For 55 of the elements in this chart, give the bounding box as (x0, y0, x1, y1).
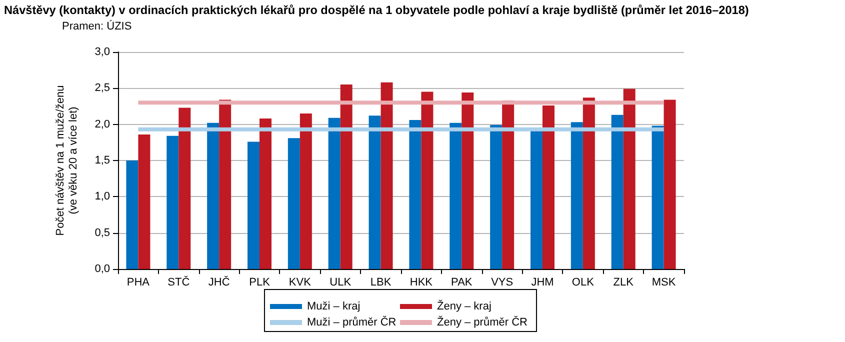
bar (409, 120, 422, 269)
legend-label: Ženy – kraj (437, 300, 492, 312)
y-tick-label: 2,5 (94, 82, 110, 94)
bar (178, 108, 191, 269)
x-tick-label: OLK (572, 276, 595, 288)
y-tick-label: 0,5 (94, 226, 110, 239)
bar (248, 142, 260, 269)
x-tick-label: PLK (249, 276, 271, 288)
bar (542, 106, 554, 269)
bar (490, 125, 502, 269)
x-tick-label: ZLK (613, 276, 634, 288)
bar (328, 118, 340, 269)
x-tick-label: ULK (330, 276, 352, 288)
bar (462, 92, 474, 269)
legend-label: Muži – kraj (307, 300, 360, 312)
legend-label: Ženy – průměr ČR (437, 316, 528, 328)
bar (207, 122, 220, 269)
y-axis-title: Počet návštěv na 1 muže/ženu (ve věku 20 a více let) (54, 85, 80, 236)
bar (570, 122, 583, 269)
x-tick-label: JHČ (208, 276, 230, 288)
x-tick-label: LBK (370, 276, 392, 288)
legend-label: Muži – průměr ČR (307, 316, 396, 328)
y-tick-label: 1,0 (94, 190, 110, 203)
bar (166, 136, 179, 269)
bar (219, 100, 232, 269)
y-tick-label: 3,0 (94, 46, 110, 58)
x-tick-label: PHA (126, 276, 150, 288)
bar (368, 116, 381, 269)
bar (300, 113, 312, 269)
bar (623, 88, 636, 269)
bar (611, 114, 624, 269)
x-tick-label: HKK (410, 276, 434, 288)
x-tick-label: VYS (491, 276, 514, 288)
bar (652, 126, 664, 269)
x-tick-label: MSK (652, 276, 676, 288)
bar (138, 134, 150, 269)
bar (450, 122, 462, 269)
bar (126, 160, 138, 269)
y-tick-label: 2,0 (94, 118, 110, 130)
bar (260, 118, 272, 269)
bar (664, 100, 676, 269)
x-tick-label: JHM (531, 276, 554, 288)
bar (340, 84, 352, 269)
text: Pramen: ÚZIS (62, 20, 132, 32)
bar (530, 129, 542, 269)
x-tick-label: STČ (168, 276, 190, 288)
bar (582, 98, 595, 269)
bar (288, 138, 300, 269)
y-tick-label: 1,5 (94, 154, 110, 166)
x-tick-label: KVK (288, 276, 312, 288)
bar (380, 82, 393, 269)
bar (421, 92, 434, 269)
chart-title: Návštěvy (kontakty) v ordinacích praktických lékařů pro dospělé na 1 obyvatele podle pohlaví a kraje bydliště (průměr let 2016–2018) (4, 3, 749, 17)
y-tick-label: 0,0 (94, 263, 110, 275)
x-tick-label: PAK (451, 276, 473, 288)
